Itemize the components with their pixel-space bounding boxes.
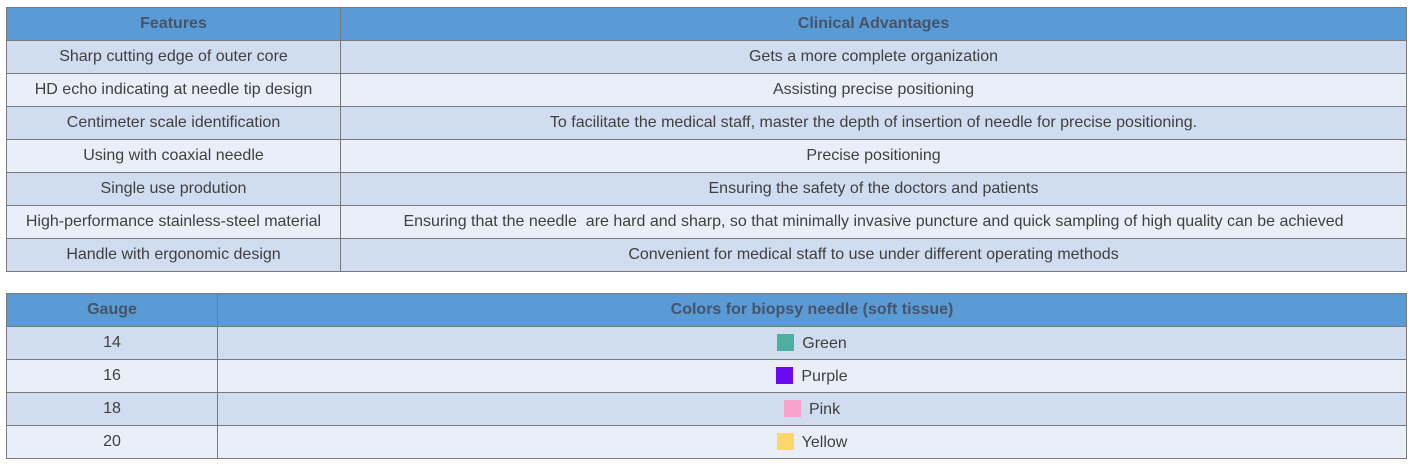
advantage-cell: Ensuring the safety of the doctors and p… (340, 172, 1407, 206)
gauge-cell: 18 (6, 392, 218, 426)
yellow-swatch-icon (776, 432, 794, 450)
feature-cell: Sharp cutting edge of outer core (6, 40, 341, 74)
table-row: 18 Pink (6, 392, 1407, 426)
color-name: Green (802, 334, 847, 352)
color-cell: Purple (217, 359, 1407, 393)
feature-cell: Handle with ergonomic design (6, 238, 341, 272)
feature-cell: Centimeter scale identification (6, 106, 341, 140)
color-cell: Green (217, 326, 1407, 360)
color-name: Purple (801, 367, 848, 385)
advantage-cell: Assisting precise positioning (340, 73, 1407, 107)
feature-cell: Single use prodution (6, 172, 341, 206)
gauge-cell: 14 (6, 326, 218, 360)
table-row: 16 Purple (6, 359, 1407, 393)
color-cell: Pink (217, 392, 1407, 426)
advantage-cell: To facilitate the medical staff, master … (340, 106, 1407, 140)
table-row: Using with coaxial needle Precise positi… (6, 139, 1407, 173)
colors-column-header: Colors for biopsy needle (soft tissue) (217, 293, 1407, 327)
color-name: Yellow (801, 433, 848, 451)
color-cell: Yellow (217, 425, 1407, 459)
colors-header-row: Gauge Colors for biopsy needle (soft tis… (6, 293, 1407, 327)
advantage-cell: Gets a more complete organization (340, 40, 1407, 74)
feature-cell: High-performance stainless-steel materia… (6, 205, 341, 239)
advantage-cell: Precise positioning (340, 139, 1407, 173)
needle-colors-table: Gauge Colors for biopsy needle (soft tis… (6, 293, 1407, 459)
features-column-header: Features (6, 7, 341, 41)
table-row: Centimeter scale identification To facil… (6, 106, 1407, 140)
features-table: Features Clinical Advantages Sharp cutti… (6, 7, 1407, 272)
feature-cell: HD echo indicating at needle tip design (6, 73, 341, 107)
feature-cell: Using with coaxial needle (6, 139, 341, 173)
color-name: Pink (808, 400, 841, 418)
features-header-row: Features Clinical Advantages (6, 7, 1407, 41)
advantage-cell: Convenient for medical staff to use unde… (340, 238, 1407, 272)
advantage-cell: Ensuring that the needle are hard and sh… (340, 205, 1407, 239)
table-row: 20 Yellow (6, 425, 1407, 459)
gauge-cell: 16 (6, 359, 218, 393)
table-row: HD echo indicating at needle tip design … (6, 73, 1407, 107)
purple-swatch-icon (776, 366, 794, 384)
table-row: Single use prodution Ensuring the safety… (6, 172, 1407, 206)
green-swatch-icon (777, 333, 795, 351)
table-row: High-performance stainless-steel materia… (6, 205, 1407, 239)
table-row: 14 Green (6, 326, 1407, 360)
pink-swatch-icon (783, 399, 801, 417)
gauge-cell: 20 (6, 425, 218, 459)
table-row: Handle with ergonomic design Convenient … (6, 238, 1407, 272)
clinical-advantages-column-header: Clinical Advantages (340, 7, 1407, 41)
table-row: Sharp cutting edge of outer core Gets a … (6, 40, 1407, 74)
gauge-column-header: Gauge (6, 293, 218, 327)
